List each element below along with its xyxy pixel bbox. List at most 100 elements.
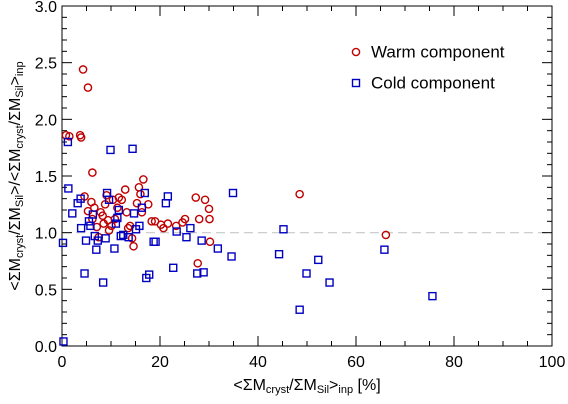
cold-point <box>104 195 114 205</box>
warm-point <box>204 204 214 214</box>
cold-point <box>110 244 119 253</box>
warm-point <box>117 195 127 205</box>
x-tick-labels: 0 20 40 60 80 100 <box>58 354 566 371</box>
cold-point <box>113 213 122 223</box>
cold-point <box>81 236 91 245</box>
y-tick-label: 1.5 <box>35 169 57 186</box>
cold-point <box>135 221 144 231</box>
cold-point <box>88 210 98 219</box>
cold-point <box>228 188 238 198</box>
legend-label: Warm component <box>371 43 505 62</box>
legend: Warm component Cold component <box>351 43 505 93</box>
cold-point <box>161 198 171 208</box>
warm-point <box>295 189 304 199</box>
cold-point <box>76 223 86 233</box>
warm-point <box>147 217 156 226</box>
warm-point <box>171 221 181 231</box>
y-tick-labels: 0.0 0.5 1.0 1.5 2.0 2.5 3.0 <box>35 0 57 356</box>
cold-point <box>58 238 68 248</box>
cold-point <box>274 249 284 259</box>
warm-point <box>132 198 142 208</box>
cold-point <box>186 223 195 233</box>
cold-point <box>302 269 311 278</box>
cold-point <box>111 219 121 228</box>
cold-point <box>98 278 108 287</box>
cold-point <box>80 269 89 278</box>
warm-point <box>205 214 214 224</box>
warm-point <box>88 168 97 177</box>
warm-point <box>381 230 391 240</box>
x-tick-label: 40 <box>249 354 267 371</box>
y-tick-label: 3.0 <box>35 0 57 16</box>
warm-point <box>129 241 138 251</box>
warm-point <box>92 222 102 232</box>
cold-point <box>169 263 178 272</box>
cold-point <box>380 245 389 254</box>
cold-point <box>106 145 115 155</box>
warm-point <box>122 207 131 217</box>
cold-point <box>76 194 85 203</box>
cold-point <box>199 268 208 277</box>
warm-point <box>113 203 122 213</box>
cold-point <box>128 144 137 154</box>
legend-cold-marker <box>351 78 361 88</box>
x-axis-label: <ΣMcryst/ΣMSil>inp [%] <box>233 377 380 396</box>
x-tick-label: 80 <box>445 354 463 371</box>
data-points <box>58 65 437 346</box>
y-axis-label: <ΣMcryst/ΣMSil>/<ΣMcryst/ΣMSil>inp <box>7 61 26 290</box>
cold-point <box>428 291 437 301</box>
x-tick-label: 60 <box>347 354 365 371</box>
cold-point <box>92 245 101 254</box>
legend-warm-marker <box>351 47 361 57</box>
cold-point <box>213 244 223 253</box>
cold-point <box>124 232 133 242</box>
cold-point <box>68 209 77 218</box>
y-tick-label: 0.0 <box>35 339 57 356</box>
cold-point <box>151 237 160 246</box>
cold-point <box>149 237 158 246</box>
warm-point <box>104 226 114 235</box>
cold-point <box>325 278 334 287</box>
y-tick-label: 0.5 <box>35 282 57 299</box>
axis-ticks <box>61 5 553 347</box>
warm-point <box>120 185 130 194</box>
y-tick-label: 2.0 <box>35 112 57 129</box>
cold-point <box>93 236 102 245</box>
cold-point <box>86 221 95 231</box>
cold-point <box>197 236 206 245</box>
warm-point <box>193 258 203 268</box>
cold-point <box>101 234 110 243</box>
warm-point <box>191 193 201 202</box>
warm-point <box>180 214 190 224</box>
cold-point <box>59 337 68 346</box>
warm-point <box>163 219 173 228</box>
y-tick-label: 2.5 <box>35 56 57 73</box>
x-tick-label: 20 <box>151 354 169 371</box>
x-tick-label: 0 <box>58 354 67 371</box>
y-tick-label: 1.0 <box>35 226 57 243</box>
cold-point <box>140 188 150 198</box>
cold-point <box>227 252 236 261</box>
cold-point <box>129 209 139 218</box>
warm-point <box>139 175 148 184</box>
warm-point <box>123 223 133 233</box>
warm-point <box>83 83 93 92</box>
warm-point <box>136 189 145 199</box>
cold-point <box>145 270 154 279</box>
cold-point <box>116 231 126 241</box>
cold-point <box>182 232 191 242</box>
cold-point <box>137 203 147 212</box>
cold-point <box>119 230 128 240</box>
warm-point <box>110 214 120 224</box>
cold-point <box>295 305 304 314</box>
cold-point <box>279 225 288 234</box>
warm-point <box>137 207 147 217</box>
cold-point <box>172 227 181 236</box>
legend-label: Cold component <box>371 74 495 93</box>
cold-point <box>163 192 173 201</box>
cold-point <box>63 137 73 147</box>
warm-point <box>107 221 116 231</box>
warm-point <box>200 195 210 205</box>
warm-point <box>98 211 107 220</box>
